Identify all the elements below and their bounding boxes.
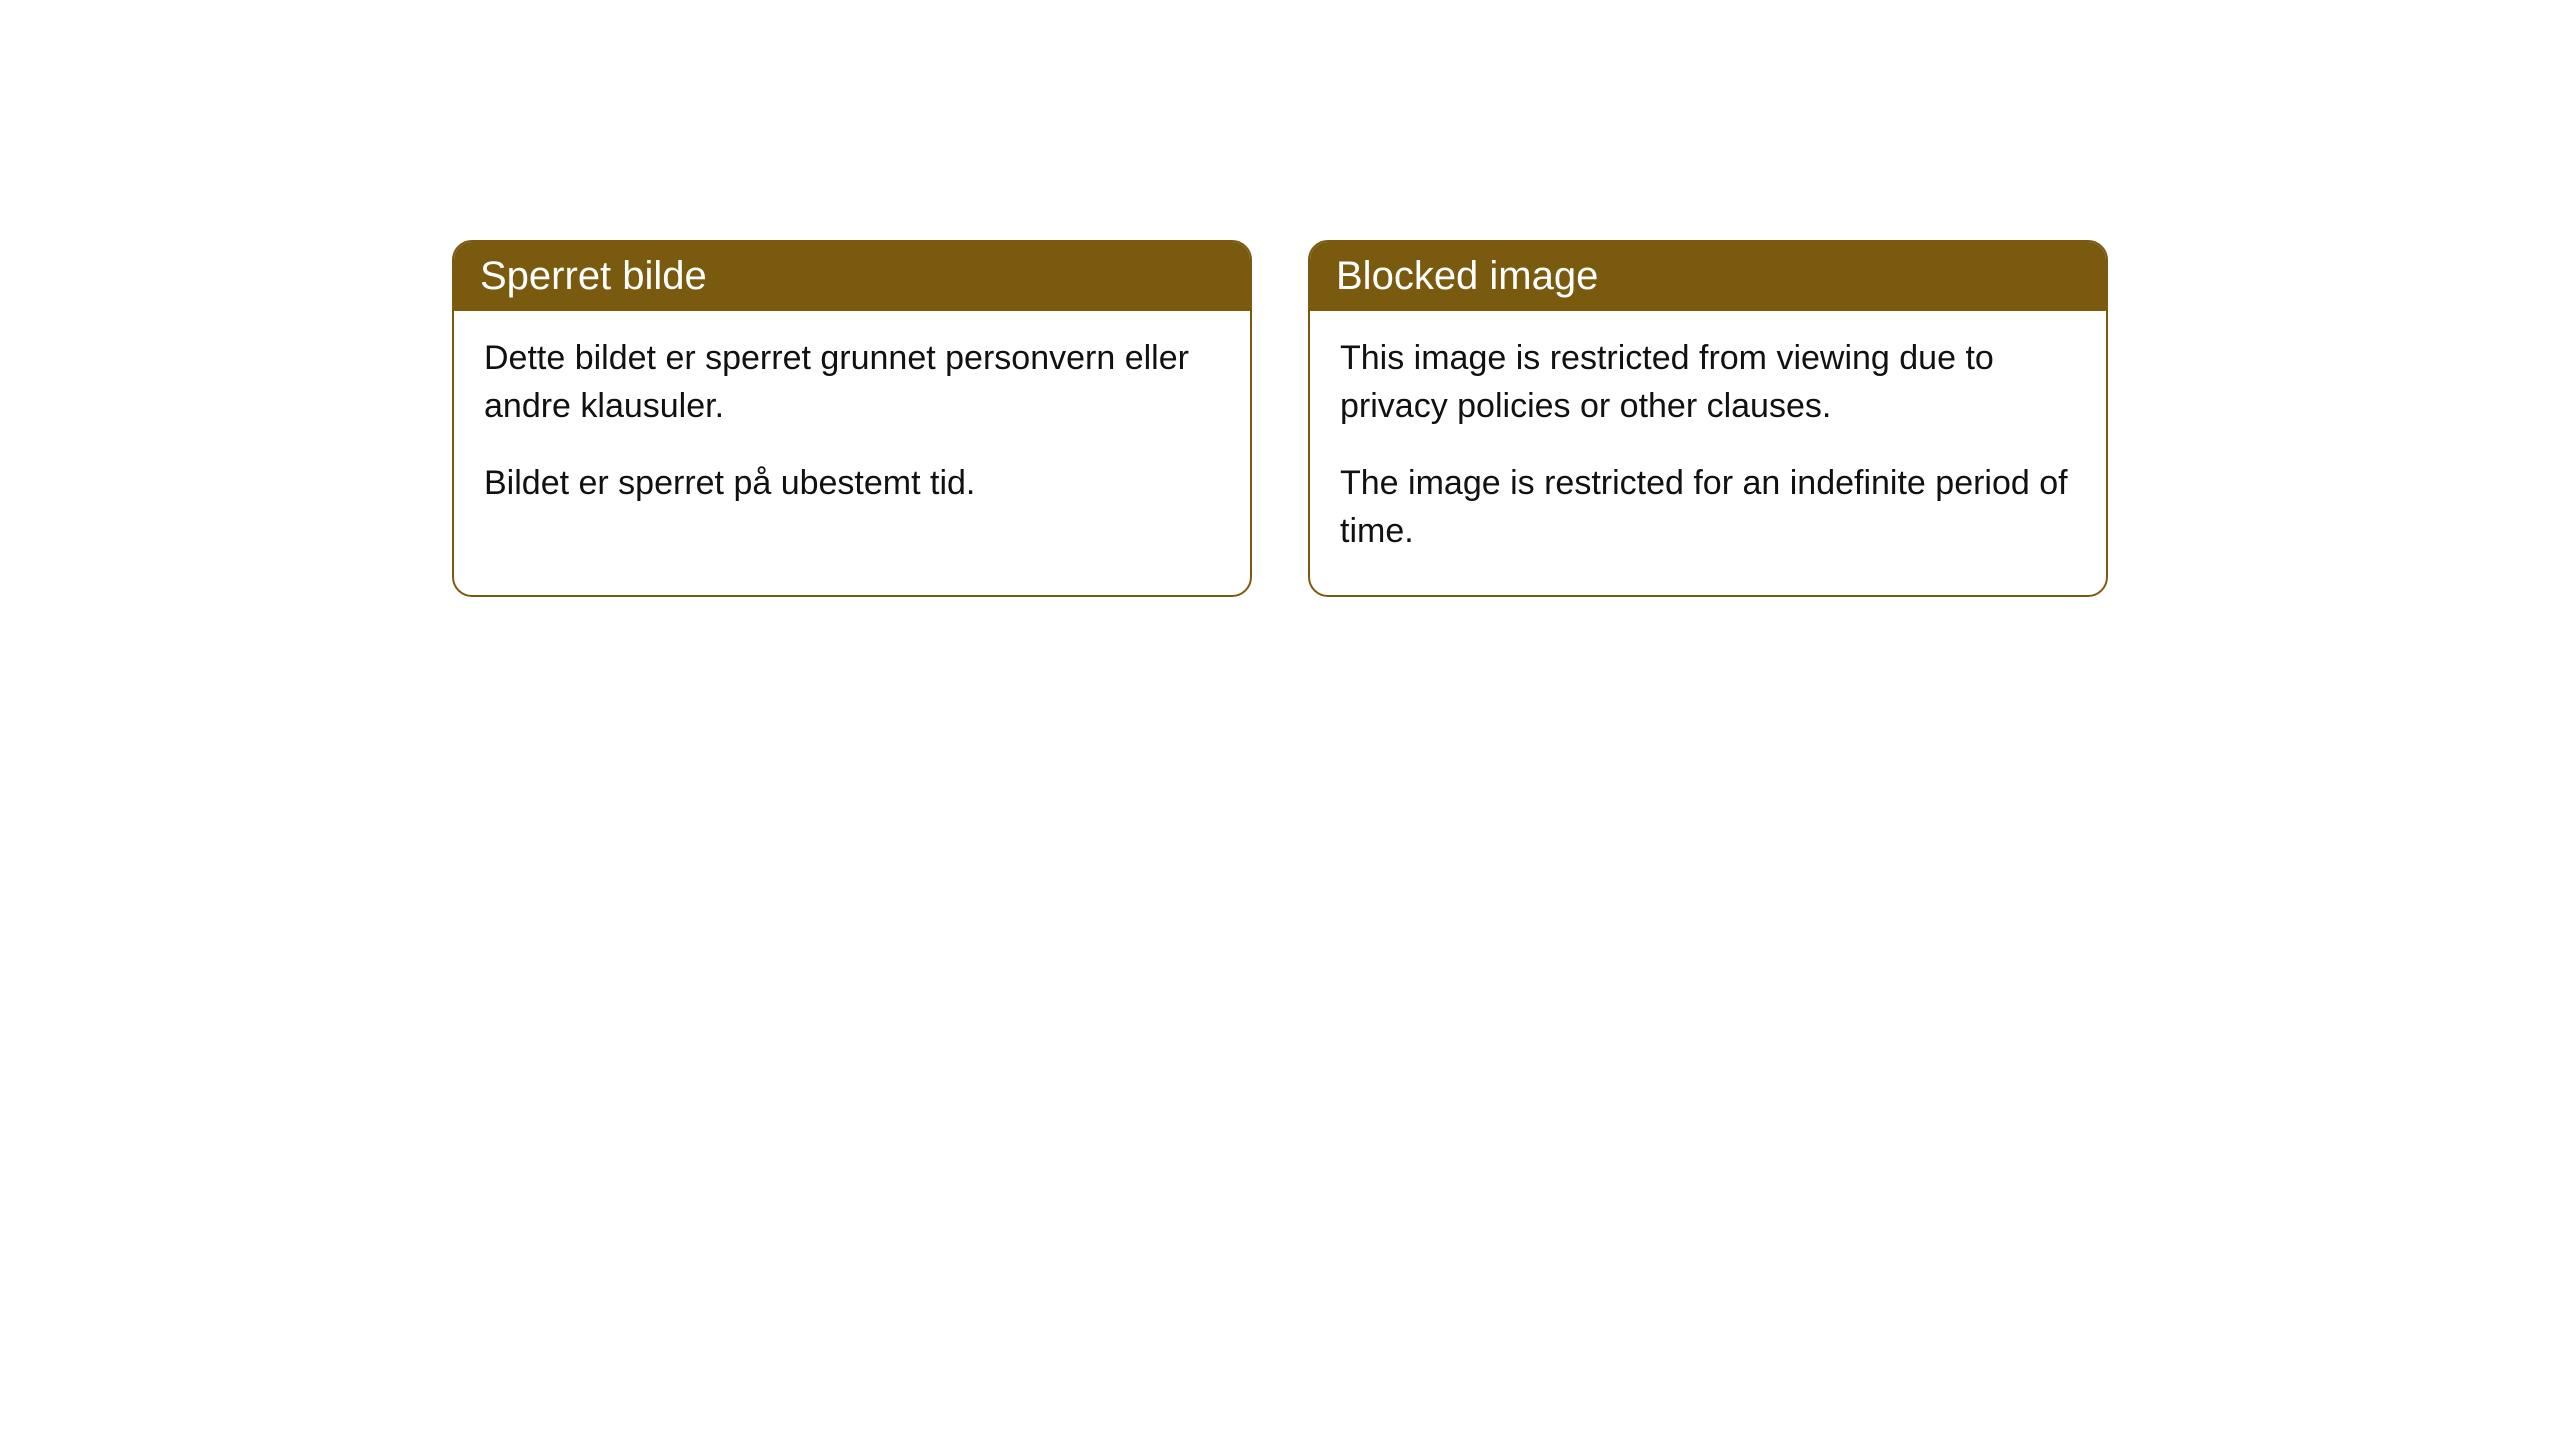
card-paragraph: The image is restricted for an indefinit… <box>1340 460 2076 555</box>
card-paragraph: Dette bildet er sperret grunnet personve… <box>484 335 1220 430</box>
cards-container: Sperret bilde Dette bildet er sperret gr… <box>0 240 2560 597</box>
card-paragraph: Bildet er sperret på ubestemt tid. <box>484 460 1220 508</box>
card-header-english: Blocked image <box>1310 242 2106 311</box>
card-body-english: This image is restricted from viewing du… <box>1310 311 2106 595</box>
card-body-norwegian: Dette bildet er sperret grunnet personve… <box>454 311 1250 548</box>
notice-card-norwegian: Sperret bilde Dette bildet er sperret gr… <box>452 240 1252 597</box>
card-paragraph: This image is restricted from viewing du… <box>1340 335 2076 430</box>
notice-card-english: Blocked image This image is restricted f… <box>1308 240 2108 597</box>
card-header-norwegian: Sperret bilde <box>454 242 1250 311</box>
card-title: Sperret bilde <box>480 254 707 298</box>
card-title: Blocked image <box>1336 254 1598 298</box>
